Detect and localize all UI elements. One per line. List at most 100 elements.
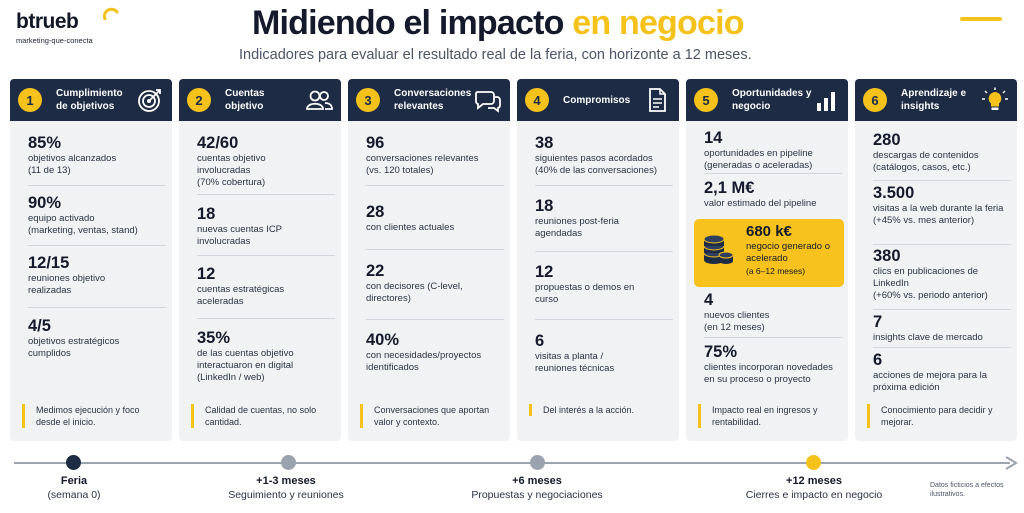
metric-label: nuevas cuentas ICP involucradas [197,224,282,247]
column-compromisos: 4 Compromisos 38 siguientes pasos acordad… [517,79,679,441]
arrow-right-icon [1005,456,1018,470]
column-aprendizaje: 6 Aprendizaje e insights 280 descargas de… [855,79,1017,441]
column-oportunidades: 5 Oportunidades y negocio 14 oportunidade… [686,79,848,441]
timeline-dot-6-meses [530,455,545,470]
metric-label: insights clave de mercado [873,332,983,343]
metric: 6 visitas a planta / reuniones técnicas [535,332,669,375]
metric-label: valor estimado del pipeline [704,198,817,209]
metric-note: (+60% vs. periodo anterior) [873,290,988,301]
page-subtitle: Indicadores para evaluar el resultado re… [239,47,752,63]
timeline-subtitle: (semana 0) [47,489,101,501]
column-title: Compromisos [563,94,631,106]
metric: 22 con decisores (C-level, directores) [366,262,500,305]
divider [873,180,1011,181]
column-footer-note: Impacto real en ingresos y rentabilidad. [698,404,838,428]
divider [28,245,166,246]
metric-value: 38 [535,134,554,152]
timeline-title: +12 meses [786,475,842,487]
column-number: 3 [356,88,380,112]
divider [873,244,1011,245]
divider [704,337,842,338]
timeline-dot-1-3-meses [281,455,296,470]
metric-label: clientes incorporan novedades en su proc… [704,362,833,385]
column-footer-note: Conversaciones que aportan valor y conte… [360,404,500,428]
metric-value: 12 [535,263,554,281]
metric: 18 nuevas cuentas ICP involucradas [197,205,331,248]
metric: 75% clientes incorporan novedades en su p… [704,343,838,386]
metric-note: (marketing, ventas, stand) [28,225,138,236]
metric-value: 12/15 [28,254,70,272]
metric: 6 acciones de mejora para la próxima edic… [873,351,1007,394]
divider [197,194,335,195]
chat-icon [474,87,502,113]
column-title: Aprendizaje e insights [901,88,967,112]
metric-value: 40% [366,331,400,349]
metric: 4/5 objetivos estratégicos cumplidos [28,317,162,360]
column-number: 4 [525,88,549,112]
highlight-card: 680 k€ negocio generado o acelerado (a 6… [694,219,844,287]
coins-icon [703,234,734,264]
column-number: 1 [18,88,42,112]
column-title: Conversaciones relevantes [394,88,472,112]
metric-value: 7 [873,313,883,331]
logo-text: btrueb [16,10,79,33]
highlight-note: (a 6–12 meses) [746,266,806,276]
metric-value: 3.500 [873,184,915,202]
column-footer-note: Calidad de cuentas, no solo cantidad. [191,404,331,428]
decorative-dash [960,17,1002,21]
brand-logo: btrueb marketing-que-conecta [16,7,126,45]
column-cumplimiento: 1 Cumplimiento de objetivos 85% objetivos… [10,79,172,441]
metric-label: equipo activado [28,213,95,224]
timeline-label: +12 meses Cierres e impacto en negocio [729,474,899,502]
metric-label: conversaciones relevantes [366,153,479,164]
divider [873,347,1011,348]
timeline-subtitle: Cierres e impacto en negocio [745,489,883,501]
metric: 35% de las cuentas objetivo interactuaron… [197,329,331,384]
column-header: 6 Aprendizaje e insights [855,79,1017,121]
timeline-label: Feria (semana 0) [0,474,159,502]
metric-value: 96 [366,134,385,152]
metric-value: 75% [704,343,738,361]
metric: 38 siguientes pasos acordados (40% de las … [535,134,669,177]
disclaimer-note: Datos ficticios a efectos ilustrativos. [930,482,1004,498]
column-header: 1 Cumplimiento de objetivos [10,79,172,121]
metric: 90% equipo activado (marketing, ventas, st… [28,194,162,237]
metric-value: 4/5 [28,317,51,335]
timeline-subtitle: Seguimiento y reuniones [228,489,344,501]
column-footer-note: Conocimiento para decidir y mejorar. [867,404,1007,428]
timeline-label: +1-3 meses Seguimiento y reuniones [201,474,371,502]
metric-value: 28 [366,203,385,221]
metric-value: 18 [197,205,216,223]
metric-value: 12 [197,265,216,283]
divider [197,255,335,256]
logo-arc-icon [102,7,119,20]
metric-label: clics en publicaciones de LinkedIn [873,266,979,289]
column-header: 5 Oportunidades y negocio [686,79,848,121]
column-number: 6 [863,88,887,112]
divider [535,319,673,320]
divider [28,185,166,186]
metric-label: objetivos estratégicos cumplidos [28,336,120,359]
timeline-label: +6 meses Propuestas y negociaciones [452,474,622,502]
metric-note: (LinkedIn / web) [197,372,265,383]
timeline-title: +1-3 meses [256,475,316,487]
metric-label: con necesidades/proyectos identificados [366,350,482,373]
metric: 12 propuestas o demos en curso [535,263,669,306]
column-conversaciones: 3 Conversaciones relevantes 96 conversaci… [348,79,510,441]
column-number: 2 [187,88,211,112]
metric-value: 4 [704,291,714,309]
metric-label: visitas a planta / reuniones técnicas [535,351,615,374]
divider [366,185,504,186]
metric-value: 85% [28,134,62,152]
divider [366,249,504,250]
metric: 14 oportunidades en pipeline (generadas o … [704,129,838,172]
metric-value: 380 [873,247,901,265]
metric-label: oportunidades en pipeline [704,148,813,159]
metric-note: (generadas o aceleradas) [704,160,813,171]
metric-label: descargas de contenidos [873,150,979,161]
target-icon [136,87,164,113]
metric-label: objetivos alcanzados [28,153,117,164]
metric-label: reuniones post-feria agendadas [535,216,619,239]
metric-value: 280 [873,131,901,149]
title-accent: en negocio [572,4,744,42]
